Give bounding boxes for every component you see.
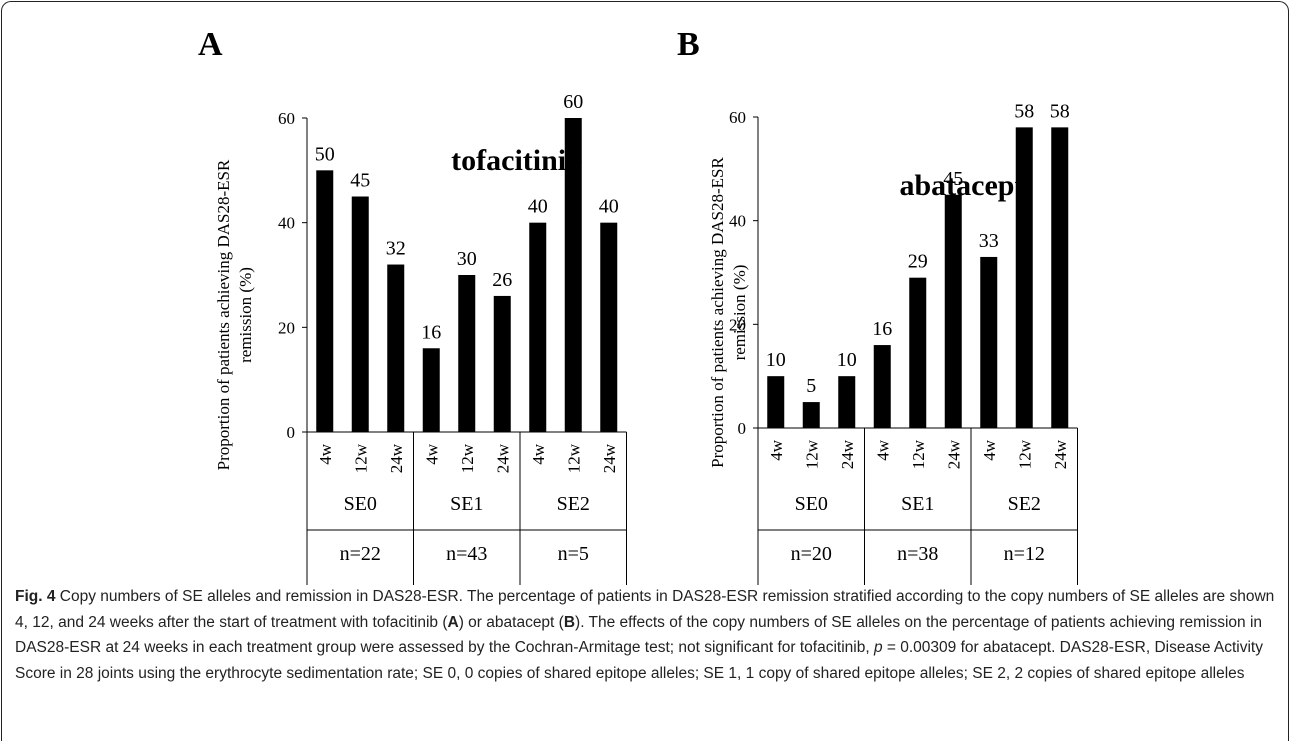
bar-value-label: 50 bbox=[315, 143, 335, 165]
bar-value-label: 29 bbox=[908, 251, 928, 273]
y-axis-label-line: remission (%) bbox=[236, 267, 255, 363]
bar bbox=[1015, 127, 1033, 428]
x-tick-label: 4w bbox=[767, 439, 786, 461]
x-tick-label: 12w bbox=[1015, 439, 1034, 469]
x-tick-label: 4w bbox=[873, 439, 892, 461]
bar bbox=[564, 118, 582, 432]
group-n-label: n=43 bbox=[446, 543, 487, 565]
y-axis-label-line: remission (%) bbox=[730, 265, 749, 361]
figure-label: Fig. 4 bbox=[15, 588, 56, 605]
bar-value-label: 30 bbox=[457, 248, 477, 270]
bar-value-label: 58 bbox=[1014, 100, 1034, 122]
group-label: SE1 bbox=[901, 493, 934, 515]
bar bbox=[802, 402, 820, 428]
group-label: SE0 bbox=[795, 493, 828, 515]
group-label: SE0 bbox=[344, 493, 377, 515]
bar bbox=[873, 345, 891, 428]
caption-part: B bbox=[563, 613, 576, 631]
x-tick-label: 12w bbox=[802, 439, 821, 469]
x-tick-label: 4w bbox=[422, 443, 441, 465]
y-tick-label: 40 bbox=[729, 212, 746, 231]
x-tick-label: 24w bbox=[493, 443, 512, 473]
bar bbox=[493, 295, 511, 432]
bar bbox=[529, 222, 547, 432]
caption-part: ) or abatacept ( bbox=[458, 613, 564, 631]
panel-label: A bbox=[198, 26, 223, 63]
bar-value-label: 40 bbox=[599, 196, 619, 218]
x-tick-label: 12w bbox=[909, 439, 928, 469]
y-axis-label: Proportion of patients achieving DAS28-E… bbox=[708, 157, 749, 468]
group-n-label: n=12 bbox=[1004, 543, 1045, 565]
bar-value-label: 32 bbox=[386, 238, 406, 260]
bar bbox=[387, 264, 405, 432]
y-tick-label: 0 bbox=[738, 419, 747, 438]
x-tick-label: 24w bbox=[387, 443, 406, 473]
bar-value-label: 40 bbox=[528, 196, 548, 218]
caption-part: p bbox=[873, 639, 883, 656]
panel-label: B bbox=[677, 26, 700, 63]
caption-part: Copy numbers of SE alleles and remission… bbox=[15, 588, 1275, 631]
chart-title: tofacitinib bbox=[451, 144, 583, 177]
bar bbox=[944, 194, 962, 428]
x-tick-label: 24w bbox=[944, 439, 963, 469]
caption-text: Copy numbers of SE alleles and remission… bbox=[15, 588, 1274, 682]
x-tick-label: 4w bbox=[316, 443, 335, 465]
y-tick-label: 60 bbox=[278, 109, 295, 128]
bar-value-label: 16 bbox=[421, 321, 441, 343]
bar-value-label: 5 bbox=[806, 375, 816, 397]
figure-caption: Fig. 4 Copy numbers of SE alleles and re… bbox=[15, 584, 1277, 686]
x-tick-label: 12w bbox=[351, 443, 370, 473]
x-tick-label: 4w bbox=[980, 439, 999, 461]
y-tick-label: 60 bbox=[729, 108, 746, 127]
caption-part: A bbox=[447, 613, 459, 631]
bar bbox=[767, 376, 785, 428]
bar bbox=[909, 277, 927, 428]
y-axis-label-line: Proportion of patients achieving DAS28-E… bbox=[214, 159, 233, 470]
bar bbox=[458, 275, 476, 432]
x-tick-label: 24w bbox=[600, 443, 619, 473]
bar-value-label: 60 bbox=[563, 91, 583, 113]
bar bbox=[838, 376, 856, 428]
bar bbox=[351, 196, 369, 432]
x-tick-label: 24w bbox=[838, 439, 857, 469]
y-tick-label: 20 bbox=[278, 318, 295, 337]
y-tick-label: 40 bbox=[278, 214, 295, 233]
bar-value-label: 33 bbox=[979, 230, 999, 252]
group-n-label: n=20 bbox=[791, 543, 832, 565]
x-tick-label: 4w bbox=[529, 443, 548, 465]
y-tick-label: 20 bbox=[729, 315, 746, 334]
bar bbox=[316, 170, 334, 433]
group-n-label: n=38 bbox=[897, 543, 938, 565]
x-tick-label: 12w bbox=[564, 443, 583, 473]
chart-title: abatacept bbox=[900, 169, 1025, 202]
bar bbox=[980, 256, 998, 428]
bar-value-label: 45 bbox=[350, 170, 370, 192]
bar-value-label: 58 bbox=[1050, 100, 1070, 122]
bar bbox=[422, 348, 440, 432]
caption-part: = 0.00309 for abatacept. DAS28-ESR, Dise… bbox=[15, 639, 1263, 682]
bar-value-label: 10 bbox=[837, 349, 857, 371]
group-label: SE2 bbox=[1008, 493, 1041, 515]
group-label: SE1 bbox=[450, 493, 483, 515]
bar bbox=[600, 222, 618, 432]
bar-value-label: 16 bbox=[872, 318, 892, 340]
y-axis-label-line: Proportion of patients achieving DAS28-E… bbox=[708, 157, 727, 468]
caption-part: ). The effects of the copy numbers of SE… bbox=[15, 613, 1263, 657]
group-n-label: n=5 bbox=[558, 543, 589, 565]
y-axis-label: Proportion of patients achieving DAS28-E… bbox=[214, 159, 255, 470]
x-tick-label: 24w bbox=[1051, 439, 1070, 469]
x-tick-label: 12w bbox=[458, 443, 477, 473]
y-tick-label: 0 bbox=[287, 423, 296, 442]
group-n-label: n=22 bbox=[340, 543, 381, 565]
bar bbox=[1051, 127, 1069, 428]
bar-value-label: 26 bbox=[492, 269, 512, 291]
bar-value-label: 45 bbox=[943, 168, 963, 190]
bar-value-label: 10 bbox=[766, 349, 786, 371]
group-label: SE2 bbox=[557, 493, 590, 515]
